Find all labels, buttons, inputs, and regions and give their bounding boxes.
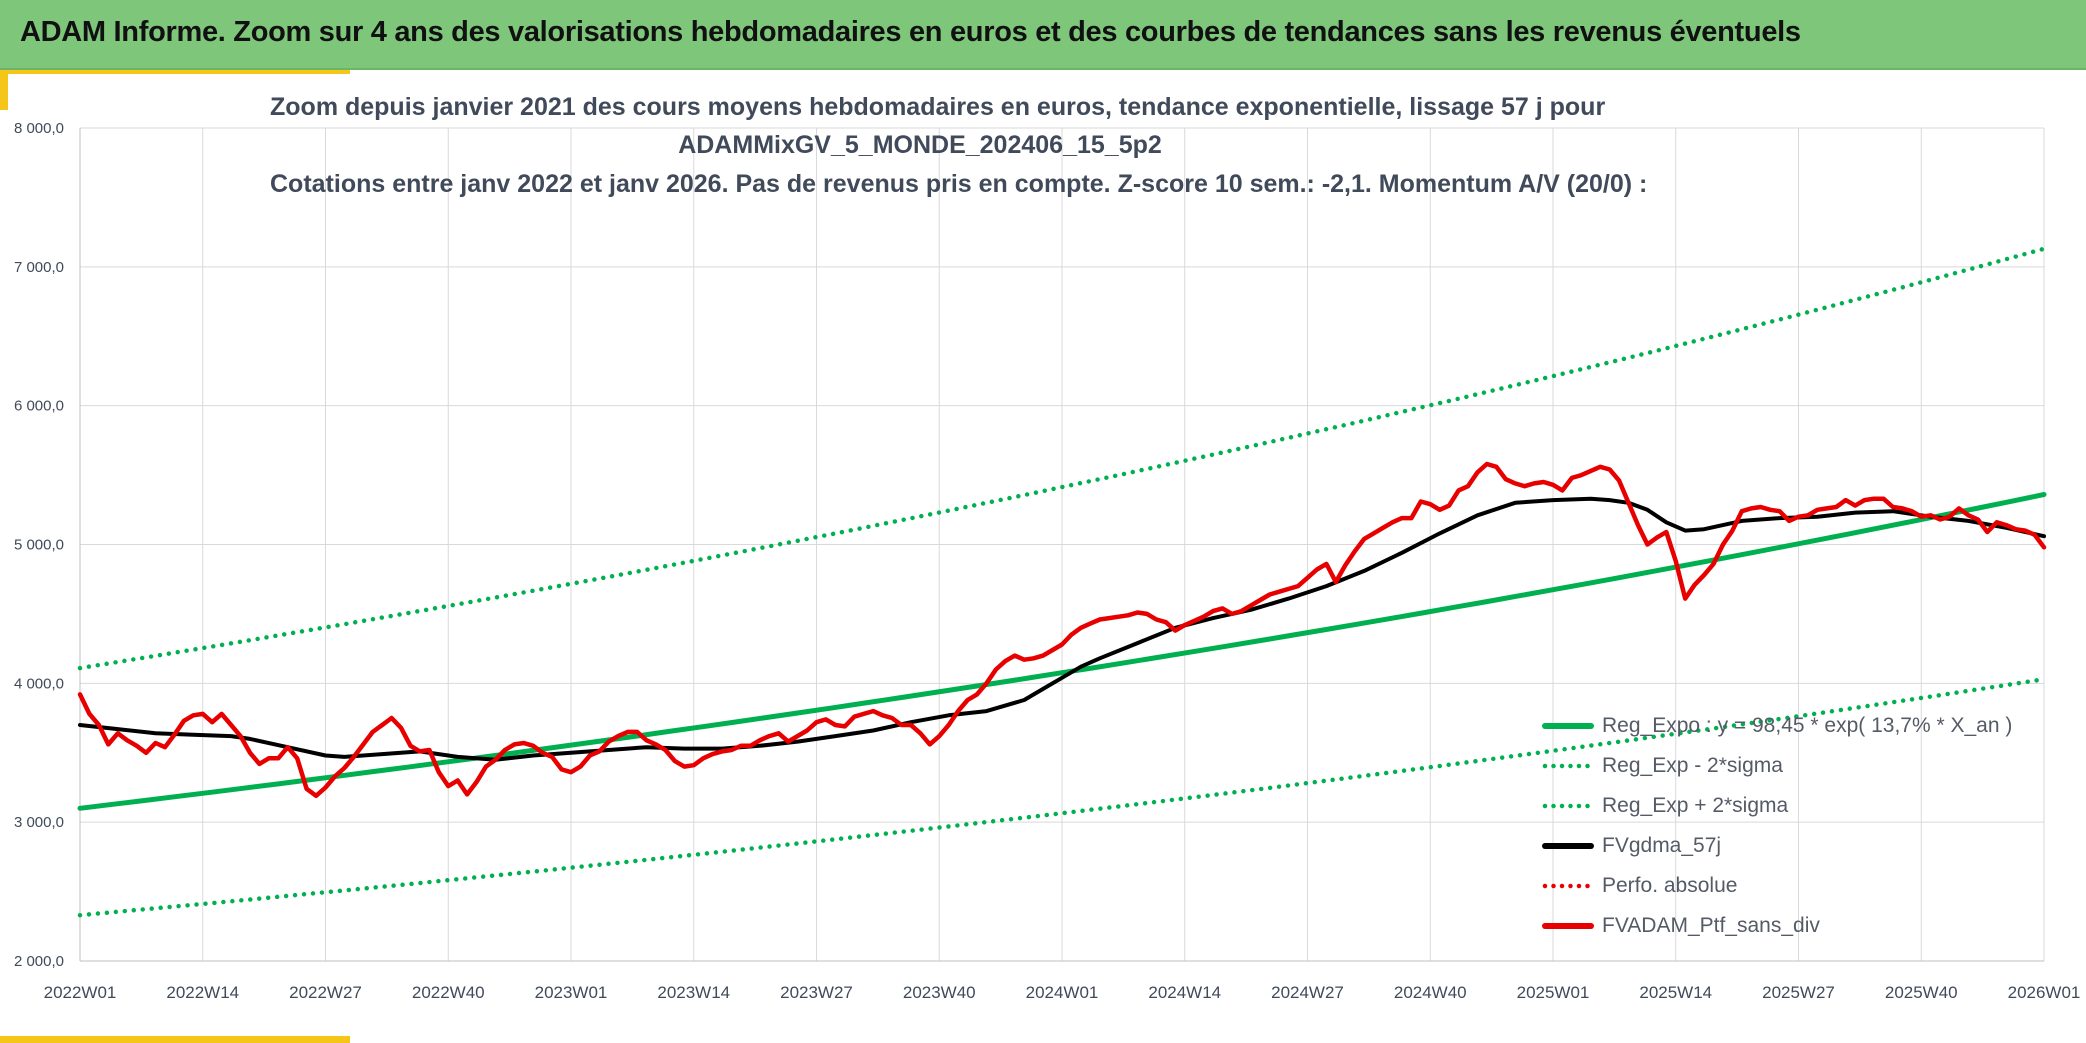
legend-label: FVADAM_Ptf_sans_div xyxy=(1602,914,1820,937)
series-line-reg-exp-2-sigma xyxy=(77,676,2047,918)
legend-swatch xyxy=(1542,842,1594,850)
legend-label: FVgdma_57j xyxy=(1602,834,1722,857)
x-tick-label: 2024W01 xyxy=(1026,983,1099,1002)
x-tick-label: 2023W01 xyxy=(535,983,608,1002)
y-tick-label: 8 000,0 xyxy=(14,120,64,137)
legend-label: Reg_Expo : y = 98,45 * exp( 13,7% * X_an… xyxy=(1602,714,2013,737)
x-tick-label: 2022W40 xyxy=(412,983,485,1002)
x-tick-label: 2022W27 xyxy=(289,983,362,1002)
y-tick-label: 6 000,0 xyxy=(14,398,64,415)
legend-item: Reg_Exp + 2*sigma xyxy=(1542,786,2062,826)
legend-label: Perfo. absolue xyxy=(1602,874,1738,897)
legend-item: FVADAM_Ptf_sans_div xyxy=(1542,906,2062,946)
header-bar: ADAM Informe. Zoom sur 4 ans des valoris… xyxy=(0,0,2086,70)
accent-strip-top xyxy=(0,70,350,74)
x-tick-label: 2023W14 xyxy=(657,983,730,1002)
legend-item: Perfo. absolue xyxy=(1542,866,2062,906)
legend-label: Reg_Exp + 2*sigma xyxy=(1602,794,1789,817)
legend-item: Reg_Exp - 2*sigma xyxy=(1542,746,2062,786)
legend-item: Reg_Expo : y = 98,45 * exp( 13,7% * X_an… xyxy=(1542,706,2062,746)
chart-title-line-1: Zoom depuis janvier 2021 des cours moyen… xyxy=(270,93,1606,121)
y-tick-label: 5 000,0 xyxy=(14,537,64,554)
x-tick-label: 2025W40 xyxy=(1885,983,1958,1002)
x-tick-label: 2026W01 xyxy=(2008,983,2081,1002)
x-tick-label: 2025W27 xyxy=(1762,983,1835,1002)
legend-swatch xyxy=(1542,922,1594,930)
legend-item: FVgdma_57j xyxy=(1542,826,2062,866)
accent-strip-left xyxy=(0,70,8,110)
legend-swatch xyxy=(1542,722,1594,730)
x-tick-label: 2025W14 xyxy=(1639,983,1712,1002)
series-line-fvadam-ptf-sans-div xyxy=(77,461,2047,799)
x-tick-label: 2023W40 xyxy=(903,983,976,1002)
x-tick-label: 2023W27 xyxy=(780,983,853,1002)
chart-title-line-2: ADAMMixGV_5_MONDE_202406_15_5p2 xyxy=(678,131,1162,159)
legend-swatch xyxy=(1542,762,1594,770)
x-tick-label: 2025W01 xyxy=(1517,983,1590,1002)
y-tick-label: 4 000,0 xyxy=(14,675,64,692)
page-title: ADAM Informe. Zoom sur 4 ans des valoris… xyxy=(20,16,1801,48)
x-tick-label: 2024W27 xyxy=(1271,983,1344,1002)
y-tick-label: 7 000,0 xyxy=(14,259,64,276)
x-tick-label: 2022W14 xyxy=(166,983,239,1002)
legend-swatch xyxy=(1542,882,1594,890)
y-tick-label: 3 000,0 xyxy=(14,814,64,831)
legend-swatch xyxy=(1542,802,1594,810)
x-tick-label: 2024W14 xyxy=(1148,983,1221,1002)
y-tick-label: 2 000,0 xyxy=(14,953,64,970)
x-tick-label: 2024W40 xyxy=(1394,983,1467,1002)
series-line-fvgdma-57j xyxy=(78,496,2046,762)
chart-legend: Reg_Expo : y = 98,45 * exp( 13,7% * X_an… xyxy=(1542,706,2062,946)
accent-strip-bottom xyxy=(0,1036,350,1043)
series-line-reg-exp-2-sigma xyxy=(77,246,2047,671)
legend-label: Reg_Exp - 2*sigma xyxy=(1602,754,1783,777)
x-tick-label: 2022W01 xyxy=(44,983,117,1002)
line-chart: 2022W01 2022W14 2022W27 2022W40 2023W01 2023W… xyxy=(14,120,2081,1002)
chart-title-line-3: Cotations entre janv 2022 et janv 2026. … xyxy=(270,170,1648,198)
